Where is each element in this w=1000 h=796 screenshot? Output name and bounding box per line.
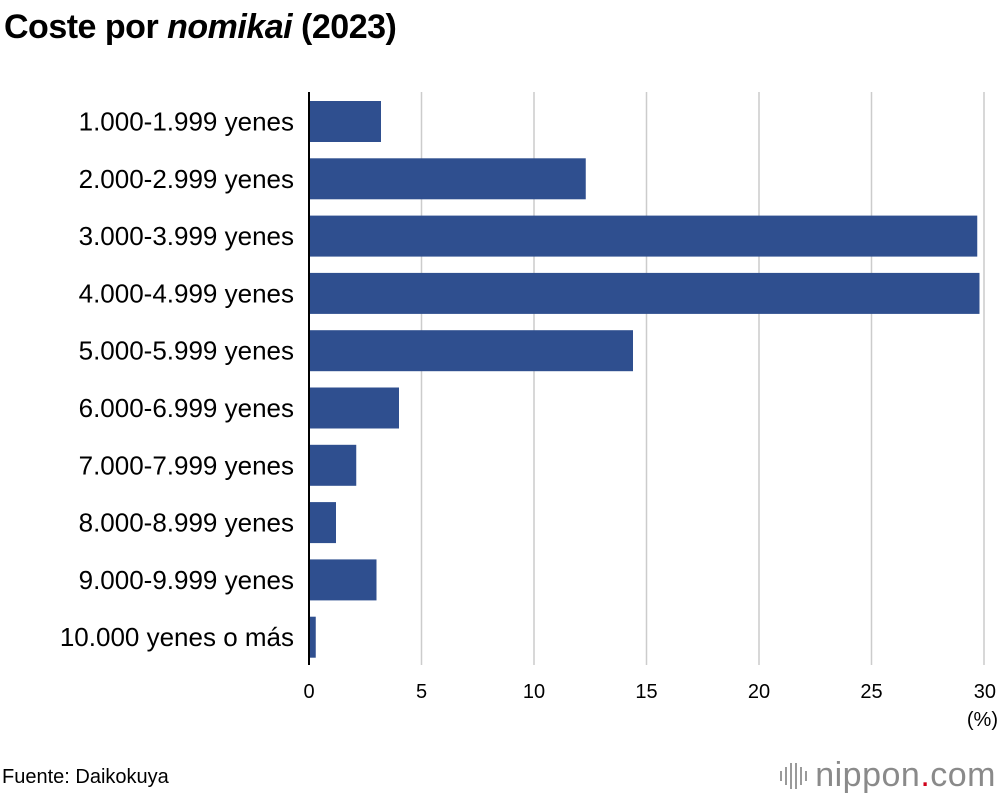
logo-text: nippon.com [815, 756, 996, 795]
x-tick-label: 0 [303, 681, 314, 703]
category-label: 3.000-3.999 yenes [79, 221, 294, 251]
bar [309, 101, 381, 142]
category-label: 8.000-8.999 yenes [79, 508, 294, 538]
category-label: 4.000-4.999 yenes [79, 278, 294, 308]
bar [309, 330, 633, 372]
title-prefix: Coste por [4, 8, 168, 46]
category-label: 1.000-1.999 yenes [79, 107, 294, 137]
x-tick-label: 10 [523, 681, 545, 703]
x-unit-label: (%) [967, 709, 998, 731]
logo-text-dot: . [920, 756, 931, 794]
category-label: 9.000-9.999 yenes [79, 565, 294, 595]
title-suffix: (2023) [292, 8, 397, 46]
x-tick-label: 30 [974, 681, 996, 703]
bar [309, 616, 316, 658]
x-tick-label: 15 [635, 681, 657, 703]
x-tick-labels: 0 5 10 15 20 25 30 [303, 681, 996, 703]
bar [309, 502, 336, 544]
bar [309, 215, 978, 257]
nippon-logo: nippon.com [779, 756, 996, 795]
bar [309, 444, 357, 486]
category-label: 2.000-2.999 yenes [79, 164, 294, 194]
title-italic: nomikai [167, 8, 293, 46]
category-label: 6.000-6.999 yenes [79, 393, 294, 423]
category-label: 5.000-5.999 yenes [79, 336, 294, 366]
bar [309, 272, 980, 314]
category-label: 10.000 yenes o más [60, 622, 294, 652]
x-tick-label: 20 [748, 681, 770, 703]
bars [309, 101, 980, 658]
source-note: Fuente: Daikokuya [2, 766, 169, 788]
bar [309, 559, 377, 601]
bar [309, 387, 399, 429]
category-labels: 1.000-1.999 yenes 2.000-2.999 yenes 3.000-… [60, 107, 294, 653]
bar-chart: 1.000-1.999 yenes 2.000-2.999 yenes 3.000-… [60, 92, 998, 731]
chart-title: Coste por nomikai (2023) [4, 8, 397, 47]
x-tick-label: 25 [860, 681, 882, 703]
category-label: 7.000-7.999 yenes [79, 450, 294, 480]
x-tick-label: 5 [416, 681, 427, 703]
bar [309, 158, 586, 200]
logo-mark-icon [780, 762, 808, 789]
logo-text-end: com [930, 756, 996, 794]
logo-text-main: nippon [815, 756, 921, 794]
